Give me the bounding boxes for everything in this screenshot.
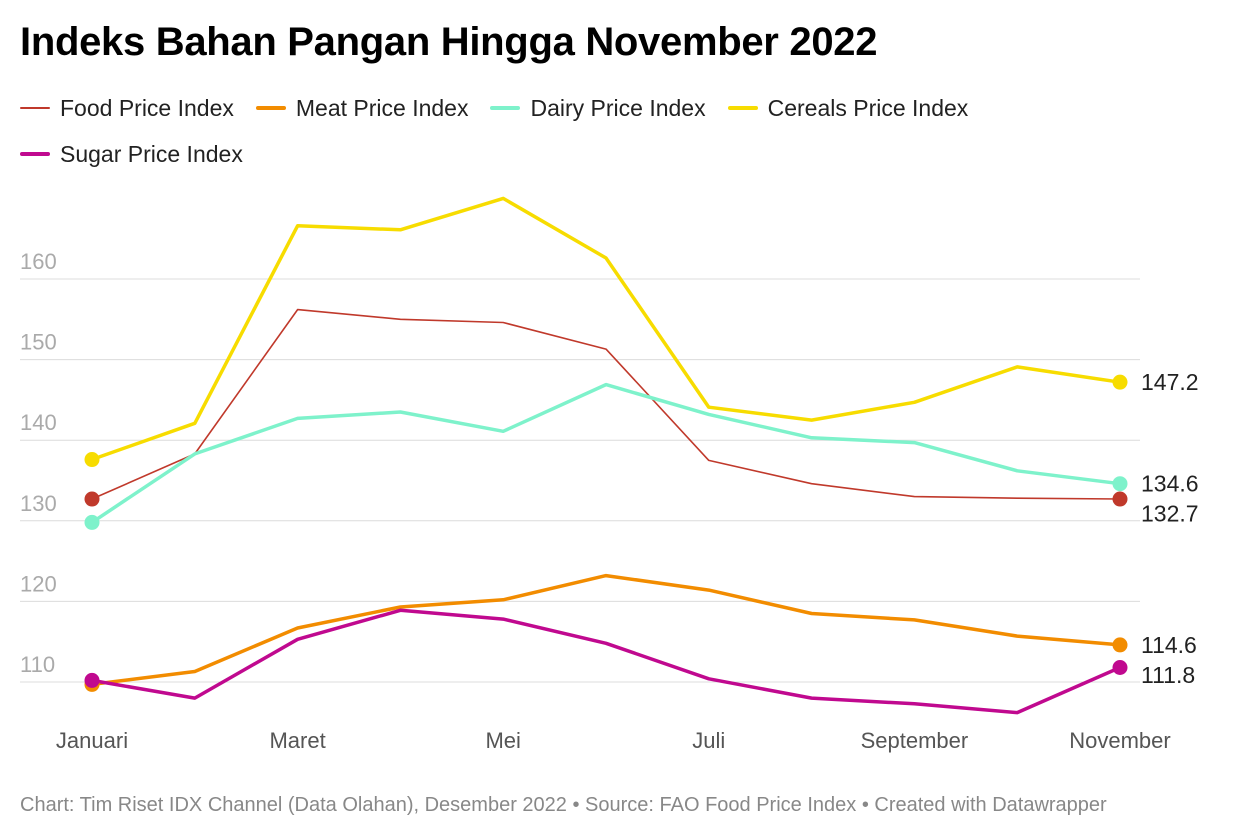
y-tick-label: 110 bbox=[20, 652, 55, 677]
legend-swatch bbox=[727, 106, 758, 110]
chart-title: Indeks Bahan Pangan Hingga November 2022 bbox=[20, 20, 878, 64]
legend-item: Food Price Index bbox=[20, 94, 234, 121]
legend-item: Dairy Price Index bbox=[490, 94, 706, 121]
y-tick-label: 160 bbox=[20, 249, 57, 274]
series-start-point bbox=[84, 672, 100, 688]
y-tick-label: 130 bbox=[20, 491, 57, 516]
legend-swatch bbox=[20, 107, 50, 109]
x-tick-label: Januari bbox=[56, 728, 128, 753]
legend-label: Sugar Price Index bbox=[60, 140, 243, 167]
legend-item: Meat Price Index bbox=[255, 94, 469, 121]
series-line bbox=[90, 608, 1122, 715]
series-end-point bbox=[1112, 476, 1128, 492]
y-tick-label: 150 bbox=[20, 330, 57, 355]
end-value-label: 147.2 bbox=[1141, 369, 1199, 395]
legend-label: Food Price Index bbox=[60, 94, 234, 121]
x-tick-label: Mei bbox=[485, 728, 520, 753]
series-end-point bbox=[1112, 491, 1128, 507]
series-end-point bbox=[1112, 374, 1128, 390]
legend-item: Sugar Price Index bbox=[20, 140, 243, 167]
y-tick-label: 140 bbox=[20, 410, 57, 435]
series-start-point bbox=[84, 452, 100, 468]
series-end-point bbox=[1112, 659, 1128, 675]
series-end-point bbox=[1112, 637, 1128, 653]
end-value-label: 114.6 bbox=[1141, 632, 1197, 658]
y-tick-label: 120 bbox=[20, 571, 57, 596]
legend-swatch bbox=[20, 152, 50, 156]
legend-label: Meat Price Index bbox=[295, 94, 469, 121]
series-line bbox=[90, 382, 1122, 525]
end-value-label: 132.7 bbox=[1141, 501, 1199, 527]
legend: Food Price Index Meat Price Index Dairy Pr… bbox=[20, 94, 1200, 167]
legend-swatch bbox=[255, 106, 286, 110]
series-start-point bbox=[84, 491, 100, 507]
x-tick-label: November bbox=[1069, 728, 1170, 753]
legend-item: Cereals Price Index bbox=[727, 94, 969, 121]
x-tick-label: Juli bbox=[692, 728, 725, 753]
series-line bbox=[90, 196, 1122, 462]
chart-footer: Chart: Tim Riset IDX Channel (Data Olaha… bbox=[20, 794, 1107, 816]
legend-label: Cereals Price Index bbox=[767, 94, 969, 121]
series-start-point bbox=[84, 514, 100, 530]
legend-swatch bbox=[490, 106, 521, 110]
x-tick-label: Maret bbox=[269, 728, 325, 753]
end-value-label: 134.6 bbox=[1141, 471, 1199, 497]
x-tick-label: September bbox=[861, 728, 969, 753]
end-value-label: 111.8 bbox=[1141, 662, 1195, 688]
legend-label: Dairy Price Index bbox=[530, 94, 706, 121]
series-line bbox=[91, 308, 1121, 500]
series-line bbox=[90, 573, 1122, 687]
